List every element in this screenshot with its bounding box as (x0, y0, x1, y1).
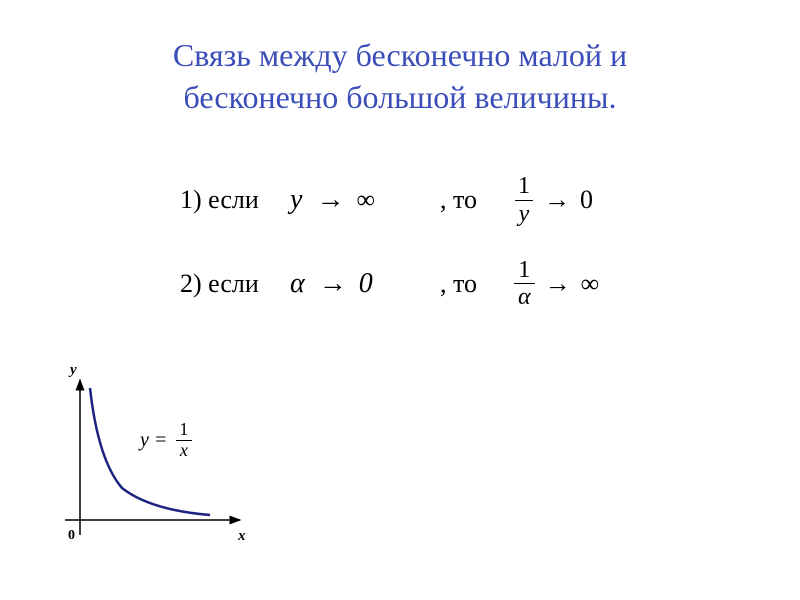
page-title: Связь между бесконечно малой и бесконечн… (0, 0, 800, 118)
arrow-icon: → (316, 184, 344, 216)
arrow-icon: → (544, 185, 570, 215)
statement-2-condition: α → 0 (290, 268, 440, 300)
statement-2-result: 1 α → ∞ (510, 257, 599, 311)
graph-svg (50, 370, 250, 550)
arrow-icon: → (319, 268, 347, 300)
statement-2-fraction: 1 α (514, 257, 535, 311)
title-line-1: Связь между бесконечно малой и (0, 35, 800, 77)
statement-1-result: 1 y → 0 (510, 173, 593, 227)
title-line-2: бесконечно большой величины. (0, 77, 800, 119)
statements-block: 1) если y → ∞ , то 1 y → 0 2) если α → 0… (0, 173, 800, 311)
statement-2-result-to: ∞ (581, 269, 600, 299)
arrow-icon: → (545, 269, 571, 299)
statement-1-fraction: 1 y (514, 173, 534, 227)
statement-1-label: 1) если (180, 185, 290, 215)
statement-1: 1) если y → ∞ , то 1 y → 0 (180, 173, 800, 227)
statement-1-to: ∞ (356, 185, 375, 215)
statement-2-then: , то (440, 269, 510, 299)
statement-2-den: α (514, 283, 535, 310)
statement-2-to: 0 (359, 268, 373, 300)
statement-1-den: y (515, 200, 534, 227)
statement-2-label: 2) если (180, 269, 290, 299)
statement-1-then: , то (440, 185, 510, 215)
statement-2: 2) если α → 0 , то 1 α → ∞ (180, 257, 800, 311)
hyperbola-curve (90, 388, 210, 515)
statement-1-var: y (290, 184, 302, 216)
graph: y x 0 y = 1 x (50, 370, 250, 570)
statement-2-num: 1 (514, 257, 534, 283)
statement-1-result-to: 0 (580, 185, 593, 215)
statement-1-num: 1 (514, 173, 534, 199)
statement-2-var: α (290, 268, 305, 300)
statement-1-condition: y → ∞ (290, 184, 440, 216)
